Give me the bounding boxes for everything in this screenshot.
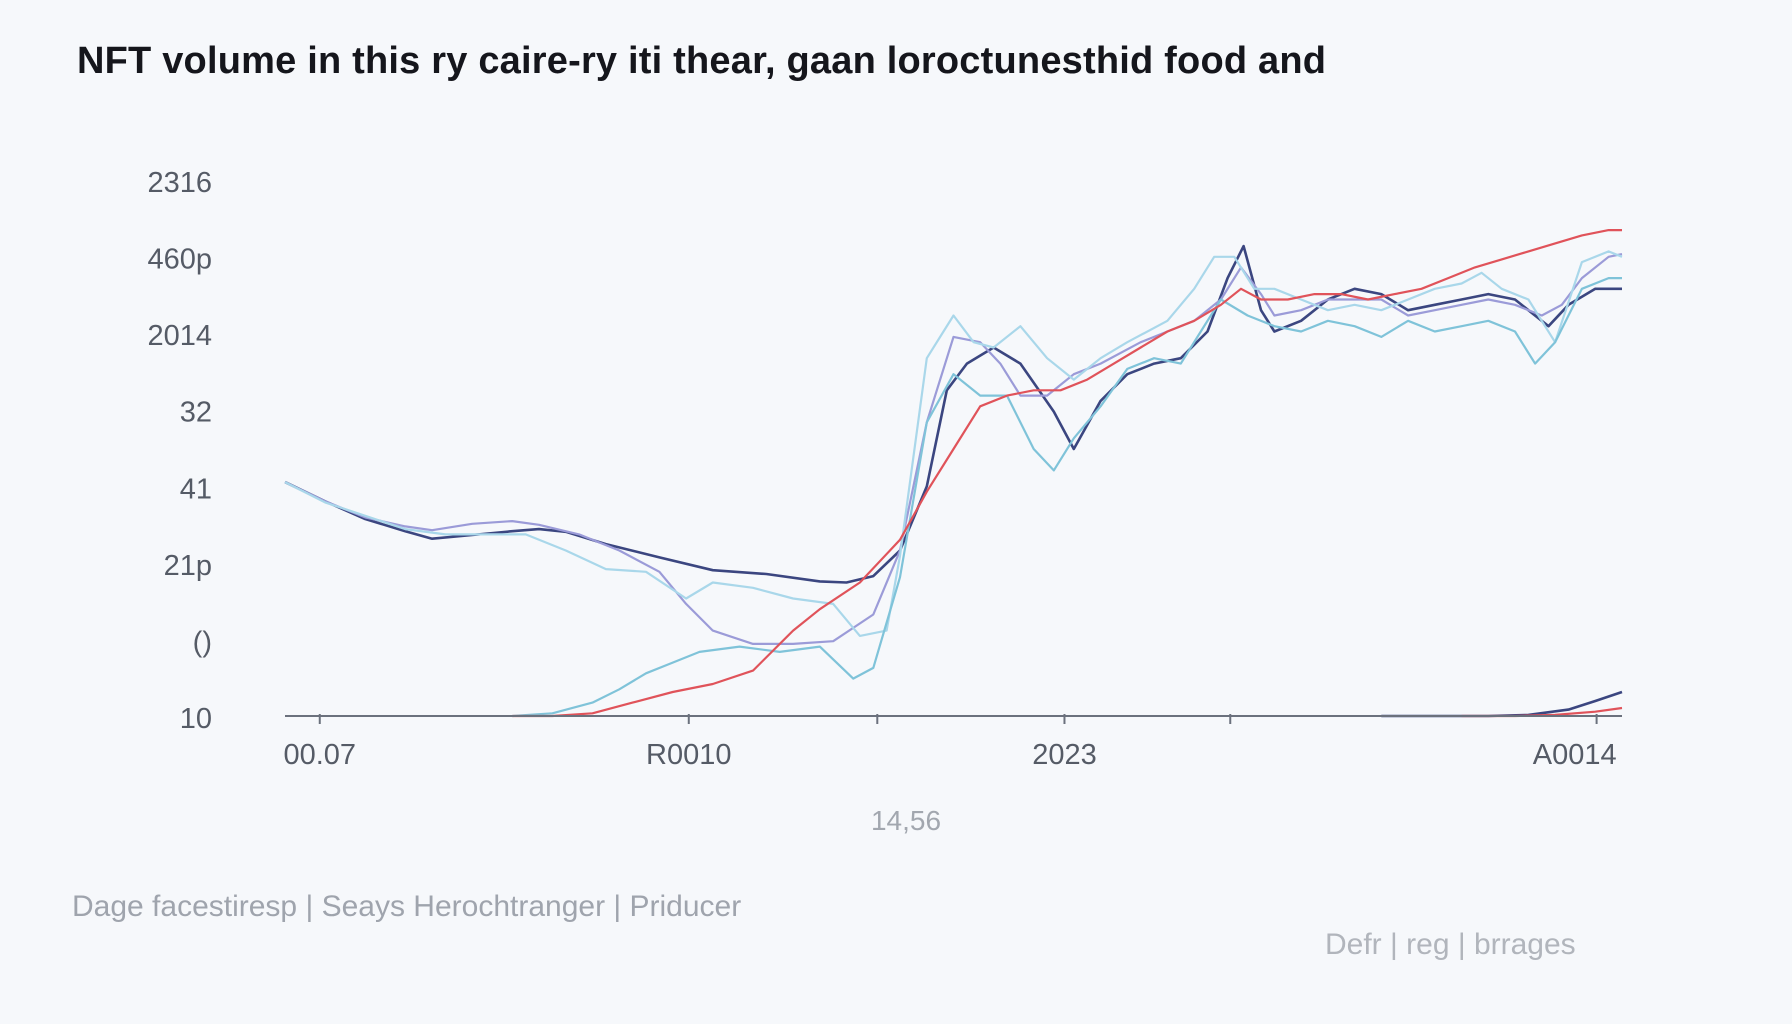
y-tick-label: 21p xyxy=(164,550,212,582)
y-ticks: 2316 460p 2014 32 41 21p () 10 xyxy=(147,167,212,735)
series-line-0 xyxy=(284,244,1622,584)
x-axis-label: 14,56 xyxy=(871,805,941,836)
series-line-5 xyxy=(512,229,1622,718)
series-line-2 xyxy=(284,253,1623,646)
x-ticks: 00.07 R0010 2023 A0014 xyxy=(283,714,1617,771)
x-tick-label: R0010 xyxy=(646,739,731,771)
series-lines xyxy=(284,229,1623,718)
credit-note: Defr | reg | brrages xyxy=(1325,928,1576,961)
series-line-3 xyxy=(284,250,1623,638)
x-tick-label: 2023 xyxy=(1032,739,1097,771)
series-line-4 xyxy=(512,277,1622,718)
y-tick-label: 10 xyxy=(180,703,212,735)
chart-title: NFT volume in this ry caire-ry iti thear… xyxy=(77,40,1327,82)
y-tick-label: 41 xyxy=(180,473,212,505)
y-tick-label: 2014 xyxy=(147,320,212,352)
y-tick-label: 460p xyxy=(147,244,212,276)
source-note: Dage facestiresp | Seays Herochtranger |… xyxy=(72,890,742,923)
x-tick-label: 00.07 xyxy=(283,739,356,771)
y-tick-label: () xyxy=(193,626,212,658)
y-tick-label: 32 xyxy=(180,397,212,429)
y-tick-label: 2316 xyxy=(147,167,212,199)
x-tick-label: A0014 xyxy=(1533,739,1617,771)
